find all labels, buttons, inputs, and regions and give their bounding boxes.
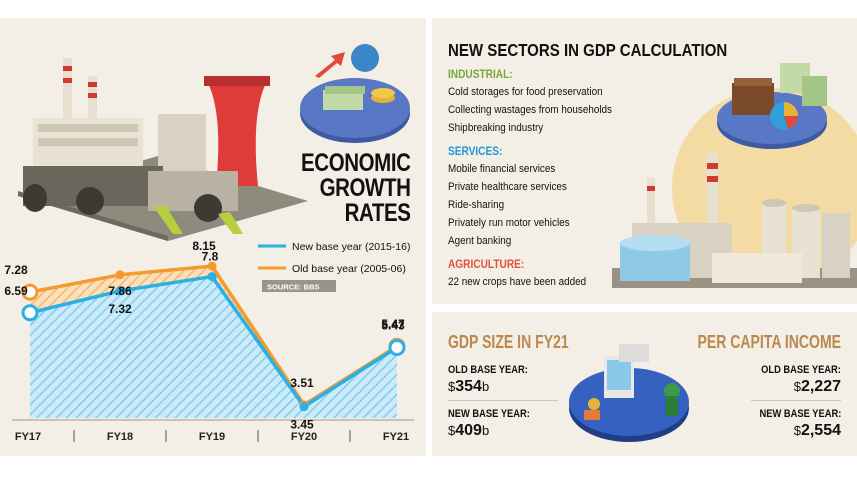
growth-rates-panel: ECONOMIC GROWTH RATES New base year (201… [0,18,426,456]
old-point [21,283,39,301]
legend-label-new: New base year (2015-16) [292,241,410,253]
gdp-new-unit: b [481,423,490,438]
gdp-divider [448,400,558,401]
legend-label-old: Old base year (2005-06) [292,263,406,275]
income-new-amount: 2,554 [800,422,841,439]
income-old-amount: 2,227 [800,378,841,395]
services-item: Agent banking [448,235,512,247]
new-value-label: 3.45 [290,418,314,432]
gdp-new-label: NEW BASE YEAR: [448,408,530,420]
industrial-item: Cold storages for food preservation [448,86,603,98]
new-value-label: 5.43 [381,318,405,332]
sectors-title: NEW SECTORS IN GDP CALCULATION [448,40,728,60]
industrial-item: Collecting wastages from households [448,104,612,116]
new-value-label: 7.8 [202,250,219,264]
industrial-heading: INDUSTRIAL: [448,69,513,81]
income-new-currency: $ [793,423,801,438]
income-divider [751,400,841,401]
old-point [207,261,217,271]
gdp-old-currency: $ [448,379,456,394]
gdp-new-amount: 409 [455,422,482,439]
income-old-currency: $ [793,379,801,394]
old-point [115,270,125,280]
chart-legend: New base year (2015-16) Old base year (2… [258,241,410,292]
old-value-label: 3.51 [290,376,314,390]
growth-rate-chart: New base year (2015-16) Old base year (2… [4,239,414,443]
source-badge [262,280,336,292]
services-item: Privately run motor vehicles [448,217,570,229]
agriculture-item: 22 new crops have been added [448,276,587,288]
income-old-value: $2,227 [794,378,841,396]
x-tick-label: FY17 [15,431,41,443]
gdp-old-unit: b [481,379,490,394]
services-item: Ride-sharing [448,199,505,211]
new-point [207,272,217,282]
new-base-area [30,276,397,418]
gdp-old-value: $354b [448,378,489,396]
new-point [299,402,309,412]
new-value-label: 7.32 [108,302,132,316]
x-tick-label: FY21 [383,431,409,443]
agriculture-heading: AGRICULTURE: [448,259,525,271]
industry-illustration [612,63,857,288]
new-sectors-panel: NEW SECTORS IN GDP CALCULATION INDUSTRIA… [432,18,857,304]
x-tick-label: FY20 [291,431,317,443]
new-value-label: 6.59 [4,284,28,298]
title-line-3: RATES [344,199,410,227]
services-item: Mobile financial services [448,163,556,175]
new-point [21,304,39,322]
old-value-label: 7.28 [4,263,28,277]
new-point [115,286,125,296]
gdp-income-panel: GDP SIZE IN FY21 PER CAPITA INCOME OLD B… [432,312,857,456]
new-point [388,338,406,356]
income-new-label: NEW BASE YEAR: [759,408,841,420]
services-item: Private healthcare services [448,181,567,193]
x-tick-label: FY19 [199,431,225,443]
x-tick-label: FY18 [107,431,133,443]
title-line-1: ECONOMIC [300,149,411,177]
old-value-label: 7.86 [108,284,132,298]
digital-economy-illustration [569,344,689,442]
gdp-old-amount: 354 [455,378,482,395]
old-value-label: 8.15 [192,239,216,253]
factory-illustration [18,58,308,241]
income-new-value: $2,554 [794,422,841,440]
old-value-label: 5.47 [381,317,405,331]
title-line-2: GROWTH [319,174,410,202]
income-old-label: OLD BASE YEAR: [761,364,841,376]
gdp-new-value: $409b [448,422,489,440]
money-growth-icon [300,44,410,143]
gdp-old-label: OLD BASE YEAR: [448,364,528,376]
industrial-item: Shipbreaking industry [448,122,544,134]
chart-title: ECONOMIC GROWTH RATES [300,149,411,227]
services-heading: SERVICES: [448,146,503,158]
gdp-title: GDP SIZE IN FY21 [448,332,569,352]
gdp-new-currency: $ [448,423,456,438]
source-label: SOURCE: BBS [267,283,320,292]
per-capita-title: PER CAPITA INCOME [697,332,841,352]
